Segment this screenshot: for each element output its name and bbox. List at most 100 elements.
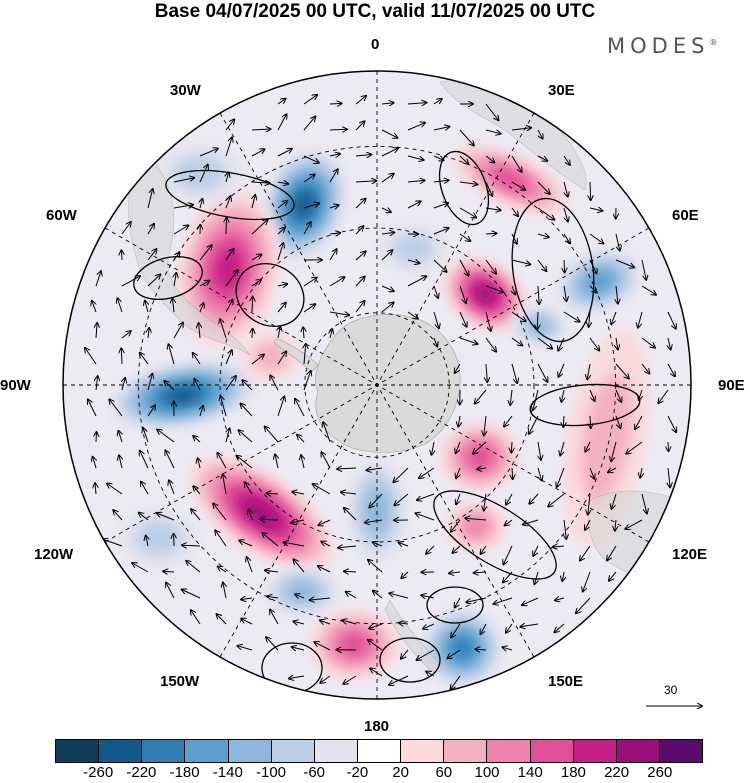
wind-vector — [641, 285, 656, 295]
wind-vector — [265, 427, 279, 443]
colorbar-segment — [99, 740, 143, 762]
wind-vector — [590, 415, 591, 428]
wind-vector — [668, 467, 670, 487]
colorbar-segment — [56, 740, 100, 762]
colorbar-segment — [401, 740, 445, 762]
anomaly-blob — [439, 422, 520, 493]
wind-vector — [560, 441, 565, 455]
anomaly-blob — [118, 508, 199, 569]
brand-registered-mark: ® — [709, 38, 718, 47]
wind-vector — [242, 380, 253, 391]
wind-vector — [564, 519, 566, 539]
wind-vector — [304, 344, 306, 365]
wind-vector — [225, 270, 238, 287]
wind-vector — [277, 201, 287, 209]
wind-vector — [558, 363, 565, 377]
wind-vector — [557, 467, 565, 487]
colorbar-segment — [530, 740, 574, 762]
wind-vector — [200, 199, 202, 209]
wind-vector — [294, 559, 305, 573]
anomaly-level — [215, 248, 242, 290]
wind-vector — [667, 363, 675, 376]
wind-vector — [148, 328, 149, 339]
wind-vector — [381, 148, 398, 157]
lon-label-60e: 60E — [672, 207, 699, 224]
wind-vector — [109, 399, 123, 417]
wind-vector — [522, 597, 539, 605]
anomaly-level — [173, 155, 226, 191]
wind-vector — [310, 598, 331, 600]
anomaly-blob — [444, 257, 527, 331]
wind-vector — [589, 311, 590, 327]
wind-vector — [303, 327, 304, 339]
wind-vector — [303, 175, 315, 183]
wind-vector — [583, 571, 591, 592]
wind-vector — [220, 319, 227, 339]
anomaly-blob — [555, 249, 643, 314]
wind-vector — [585, 519, 591, 530]
anomaly-level — [393, 233, 434, 264]
wind-vector — [249, 509, 252, 521]
wind-vector — [251, 280, 261, 287]
streamline-ring — [235, 263, 305, 327]
reference-vector-label: 30 — [664, 683, 678, 697]
colorbar-tick: 60 — [435, 764, 453, 781]
wind-vector — [407, 201, 421, 209]
wind-vector — [277, 243, 283, 261]
wind-vector — [481, 623, 487, 634]
wind-vector — [213, 504, 227, 521]
anomaly-level — [452, 637, 473, 659]
anomaly-blob — [240, 331, 301, 382]
wind-vector — [433, 285, 438, 298]
wind-vector — [344, 571, 357, 572]
anomaly-level — [476, 286, 495, 303]
wind-vector — [329, 154, 340, 156]
wind-vector — [459, 233, 470, 241]
wind-vector — [484, 493, 486, 511]
wind-vector — [193, 436, 201, 443]
anomaly-level — [339, 633, 369, 656]
wind-vector — [241, 598, 253, 600]
wind-vector — [407, 123, 425, 131]
colorbar-tick: -220 — [126, 764, 157, 781]
wind-vector — [511, 363, 517, 383]
lon-label-120e: 120E — [672, 546, 708, 563]
wind-vector — [466, 597, 487, 602]
wind-vector — [503, 545, 513, 564]
wind-vector — [432, 441, 435, 455]
map-border — [62, 70, 692, 700]
wind-vector — [166, 583, 175, 599]
wind-vector — [407, 103, 426, 104]
wind-vector — [295, 594, 305, 598]
wind-vector — [640, 467, 642, 478]
wind-vector — [355, 96, 366, 105]
wind-vector — [563, 233, 570, 243]
wind-vector — [329, 169, 338, 183]
wind-vector — [373, 591, 383, 599]
colorbar-segment — [271, 740, 315, 762]
streamline-ring — [529, 383, 641, 427]
wind-vector — [465, 518, 487, 520]
wind-vector — [173, 298, 175, 313]
anomaly-level — [294, 192, 314, 217]
colorbar-segment — [142, 740, 186, 762]
wind-vector — [615, 519, 616, 531]
wind-vector — [459, 259, 469, 276]
wind-vector — [667, 311, 676, 329]
wind-vector — [433, 127, 449, 130]
wind-vector — [459, 182, 477, 184]
wind-vector — [121, 222, 131, 235]
wind-vector — [141, 482, 149, 495]
wind-vector — [277, 228, 285, 235]
wind-vector — [433, 99, 442, 105]
anomaly-level — [135, 520, 182, 556]
wind-vector — [338, 546, 357, 548]
wind-vector — [320, 675, 331, 683]
wind-vector — [329, 233, 340, 234]
wind-vector — [459, 337, 478, 344]
wind-vector — [194, 379, 201, 391]
wind-vector — [303, 371, 311, 391]
wind-vector — [589, 337, 599, 351]
wind-vector — [93, 457, 96, 469]
wind-vector — [239, 540, 253, 547]
